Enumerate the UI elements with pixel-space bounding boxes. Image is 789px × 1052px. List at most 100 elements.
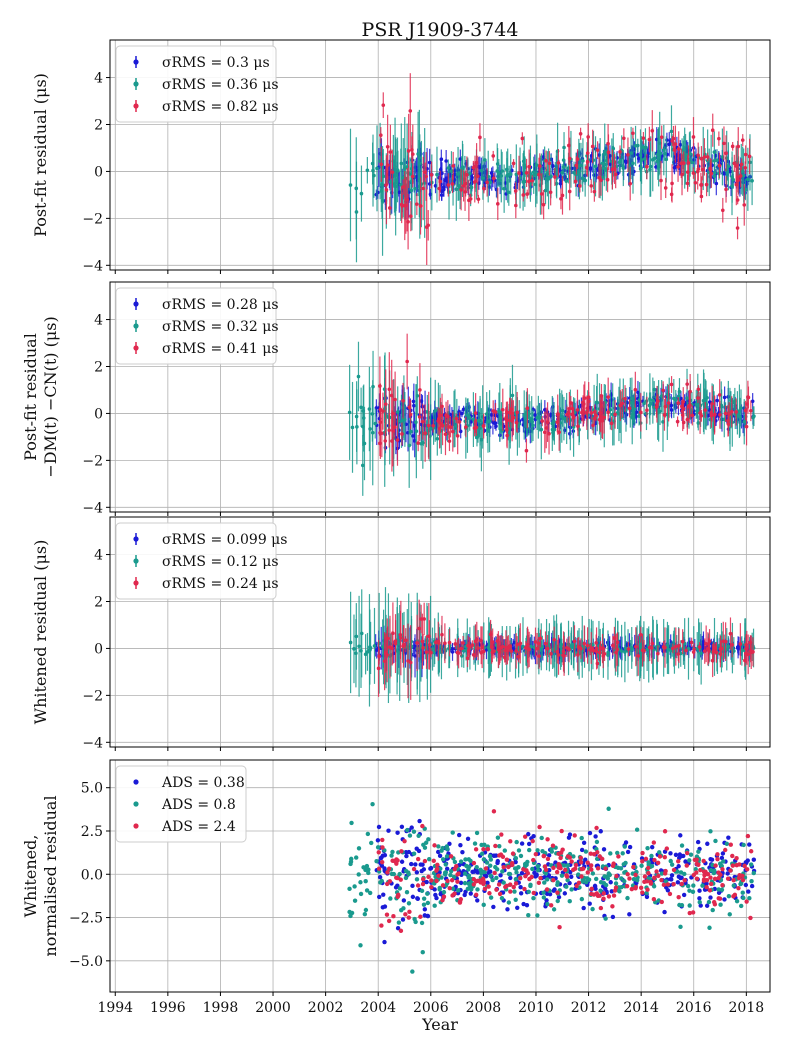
point-red	[395, 438, 400, 442]
point-teal	[409, 188, 414, 193]
point-red	[527, 179, 531, 184]
point-red	[579, 646, 583, 651]
point-red	[709, 413, 714, 418]
point-teal	[487, 648, 492, 652]
y-axis-label-line: Post-fit residual	[21, 333, 40, 461]
y-tick-label: −2	[82, 211, 103, 227]
point-red	[691, 171, 696, 175]
point-red	[541, 202, 546, 207]
point-red	[641, 136, 646, 140]
y-tick-label: 4	[94, 71, 103, 87]
y-tick-label: 0	[94, 406, 103, 422]
point-teal	[359, 405, 363, 410]
point-blue	[678, 143, 683, 147]
point-teal	[536, 415, 541, 420]
point-blue	[709, 857, 715, 862]
point-red	[650, 128, 655, 133]
point-blue	[697, 888, 702, 893]
point-teal	[638, 654, 643, 658]
point-red	[612, 636, 617, 640]
point-teal	[454, 187, 459, 192]
point-teal	[738, 415, 742, 419]
point-red	[685, 417, 690, 422]
point-teal	[690, 160, 694, 165]
point-red	[513, 189, 518, 193]
point-blue	[625, 849, 631, 855]
point-teal	[502, 186, 506, 191]
point-red	[463, 190, 467, 194]
point-red	[618, 403, 623, 408]
point-blue	[569, 874, 574, 879]
point-red	[429, 173, 434, 177]
point-blue	[551, 164, 555, 168]
point-teal	[562, 165, 566, 169]
point-red	[390, 646, 394, 651]
point-blue	[450, 650, 455, 654]
point-blue	[491, 904, 496, 910]
point-blue	[526, 831, 531, 837]
plot-frame	[109, 281, 771, 513]
point-blue	[672, 165, 677, 170]
point-red	[450, 429, 455, 434]
point-red	[720, 208, 725, 213]
point-blue	[513, 859, 518, 865]
point-red	[600, 416, 605, 420]
point-red	[594, 649, 599, 654]
point-teal	[672, 396, 676, 401]
point-red	[383, 439, 388, 443]
point-red	[524, 171, 529, 175]
point-red	[391, 411, 395, 416]
point-blue	[743, 860, 748, 865]
point-teal	[527, 412, 531, 416]
point-red	[544, 426, 549, 430]
point-red	[669, 382, 674, 387]
point-teal	[368, 427, 372, 431]
point-blue	[382, 904, 388, 909]
point-red	[721, 639, 726, 643]
point-teal	[372, 644, 377, 648]
point-red	[614, 650, 618, 655]
point-red	[717, 136, 721, 141]
point-red	[734, 410, 738, 414]
point-red	[552, 637, 557, 642]
legend-marker	[133, 103, 139, 109]
point-teal	[594, 400, 599, 405]
point-blue	[722, 897, 727, 902]
point-red	[448, 425, 453, 429]
point-teal	[379, 189, 384, 193]
point-teal	[413, 186, 417, 191]
point-red	[382, 659, 387, 663]
point-red	[390, 170, 395, 174]
point-red	[695, 169, 700, 174]
point-red	[424, 174, 428, 179]
point-teal	[583, 178, 587, 183]
point-red	[626, 647, 631, 651]
point-red	[502, 655, 507, 660]
point-red	[479, 638, 483, 643]
point-blue	[410, 894, 416, 900]
point-teal	[510, 393, 515, 398]
point-red	[415, 641, 419, 645]
point-red	[680, 639, 685, 644]
point-red	[690, 413, 695, 418]
point-blue	[458, 842, 463, 848]
point-red	[421, 645, 425, 650]
point-blue	[377, 894, 382, 900]
point-red	[406, 659, 410, 663]
point-red	[491, 154, 496, 158]
point-red	[485, 180, 489, 185]
point-teal	[560, 170, 564, 175]
point-red	[673, 142, 678, 146]
point-red	[585, 160, 590, 164]
point-teal	[467, 415, 472, 420]
point-red	[443, 432, 448, 436]
point-red	[500, 407, 505, 412]
point-red	[446, 183, 451, 187]
point-red	[399, 636, 403, 640]
point-teal	[648, 397, 652, 401]
point-red	[645, 164, 649, 169]
y-tick-label: −2	[82, 688, 103, 704]
point-blue	[458, 880, 464, 886]
point-blue	[518, 884, 523, 890]
legend-marker	[133, 536, 139, 542]
